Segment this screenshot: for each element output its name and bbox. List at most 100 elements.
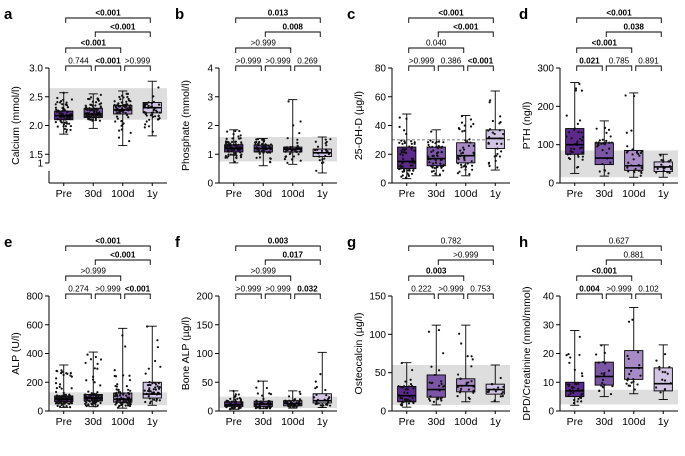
data-point bbox=[439, 162, 442, 165]
data-point bbox=[430, 365, 433, 368]
p-value-label: >0.999 bbox=[438, 285, 464, 294]
data-point bbox=[488, 101, 491, 104]
data-point bbox=[460, 121, 464, 124]
data-point bbox=[577, 155, 580, 158]
data-point bbox=[233, 395, 237, 398]
p-value-label: 0.785 bbox=[609, 57, 630, 66]
x-tick-label: 30d bbox=[84, 416, 102, 428]
data-point bbox=[128, 400, 132, 403]
p-value-label: <0.001 bbox=[453, 23, 479, 32]
p-value-label: <0.001 bbox=[468, 57, 494, 66]
bracket-line bbox=[124, 65, 151, 71]
data-point bbox=[117, 136, 121, 139]
data-point bbox=[114, 105, 117, 108]
p-value-label: 0.021 bbox=[579, 57, 600, 66]
p-value-label: 0.038 bbox=[624, 23, 645, 32]
p-value-label: 0.013 bbox=[268, 9, 289, 18]
y-tick-label: 300 bbox=[537, 64, 554, 75]
data-point bbox=[440, 382, 443, 386]
data-point bbox=[472, 144, 475, 147]
data-point bbox=[499, 121, 502, 124]
data-point bbox=[427, 330, 431, 333]
data-point bbox=[403, 141, 407, 145]
data-point bbox=[237, 393, 240, 396]
data-point bbox=[84, 115, 87, 118]
data-point bbox=[84, 404, 88, 407]
data-point bbox=[442, 169, 445, 172]
data-point bbox=[69, 117, 72, 120]
data-point bbox=[152, 388, 155, 391]
data-point bbox=[401, 154, 404, 157]
data-point bbox=[318, 159, 321, 162]
data-point bbox=[55, 387, 58, 390]
data-point bbox=[663, 387, 667, 391]
data-point bbox=[100, 394, 103, 397]
data-point bbox=[436, 398, 439, 401]
comparison-bracket: >0.999 bbox=[408, 57, 435, 71]
bracket-line bbox=[605, 293, 633, 299]
data-point bbox=[655, 171, 658, 174]
data-point bbox=[598, 389, 601, 392]
data-point bbox=[96, 404, 99, 407]
p-value-label: 0.274 bbox=[68, 285, 89, 294]
data-point bbox=[498, 129, 501, 132]
data-point bbox=[85, 401, 88, 404]
comparison-bracket: 0.881 bbox=[605, 251, 662, 265]
data-point bbox=[59, 119, 62, 122]
x-tick-label: 30d bbox=[254, 416, 272, 428]
y-tick-label: 600 bbox=[26, 320, 43, 331]
data-point bbox=[316, 145, 320, 148]
data-point bbox=[268, 150, 271, 153]
data-point bbox=[62, 123, 66, 126]
data-point bbox=[95, 393, 98, 396]
comparison-bracket: >0.999 bbox=[235, 57, 262, 71]
data-point bbox=[607, 369, 611, 372]
data-point bbox=[64, 118, 67, 121]
data-point bbox=[595, 127, 598, 130]
data-point bbox=[125, 394, 128, 397]
data-point bbox=[238, 129, 241, 133]
data-point bbox=[315, 169, 318, 172]
data-point bbox=[497, 386, 500, 389]
data-point bbox=[470, 355, 473, 358]
data-point bbox=[627, 161, 630, 164]
data-point bbox=[440, 380, 443, 383]
data-point bbox=[472, 389, 475, 392]
data-point bbox=[409, 140, 413, 143]
data-point bbox=[292, 399, 296, 402]
x-tick-label: 1y bbox=[658, 188, 670, 200]
data-point bbox=[154, 109, 158, 112]
data-point bbox=[232, 153, 235, 156]
data-point bbox=[59, 112, 62, 115]
data-point bbox=[153, 115, 157, 118]
data-point bbox=[407, 385, 411, 388]
data-point bbox=[569, 150, 572, 153]
bracket-line bbox=[605, 31, 662, 37]
data-point bbox=[232, 389, 235, 393]
data-point bbox=[69, 128, 72, 132]
data-point bbox=[267, 144, 270, 147]
comparison-bracket: 0.891 bbox=[635, 57, 662, 71]
data-point bbox=[402, 157, 405, 161]
data-point bbox=[570, 147, 573, 150]
comparison-bracket: <0.001 bbox=[467, 57, 494, 71]
p-value-label: <0.001 bbox=[592, 267, 618, 276]
p-value-label: >0.999 bbox=[606, 285, 632, 294]
data-point bbox=[262, 149, 265, 152]
data-point bbox=[598, 170, 601, 173]
data-point bbox=[58, 385, 61, 389]
data-point bbox=[494, 159, 497, 163]
data-point bbox=[158, 111, 162, 114]
data-point bbox=[299, 392, 302, 395]
y-tick-label: 0 bbox=[380, 407, 386, 418]
data-point bbox=[601, 162, 604, 166]
y-tick-label: 20 bbox=[543, 349, 555, 360]
comparison-bracket: 0.013 bbox=[235, 9, 321, 23]
bracket-line bbox=[605, 259, 662, 265]
data-point bbox=[62, 91, 65, 94]
data-point bbox=[469, 141, 472, 144]
data-point bbox=[603, 168, 606, 172]
data-point bbox=[427, 143, 430, 147]
data-point bbox=[233, 160, 236, 163]
data-point bbox=[323, 157, 326, 160]
